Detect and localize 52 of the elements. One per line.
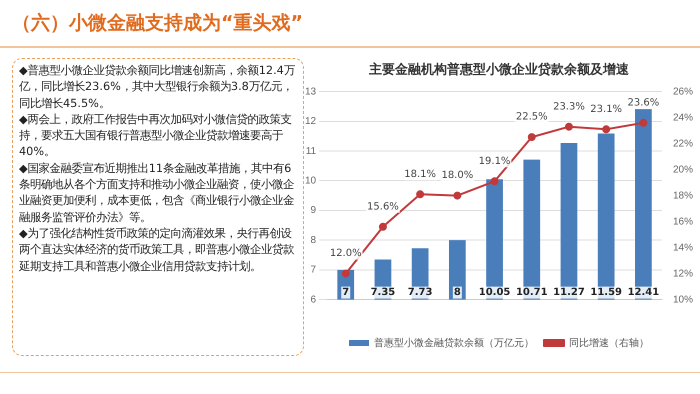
y-tick-label: 6 bbox=[310, 294, 317, 306]
y2-tick-label: 22% bbox=[672, 138, 694, 150]
data-label: 23.3% bbox=[553, 101, 585, 112]
text: （六）小微金融支持成为“重头戏” bbox=[12, 11, 303, 36]
legend-label: 普惠型小微金融贷款余额（万亿元） bbox=[374, 336, 534, 349]
y2-tick-label: 18% bbox=[672, 190, 694, 202]
data-label: 7.73 bbox=[408, 287, 433, 298]
y-tick-label: 11 bbox=[306, 146, 317, 157]
y2-tick-label: 16% bbox=[672, 216, 694, 228]
data-label: 22.5% bbox=[516, 112, 548, 123]
y2-tick-label: 24% bbox=[672, 112, 694, 124]
y2-tick-label: 26% bbox=[672, 86, 694, 98]
data-label: 19.1% bbox=[478, 156, 510, 167]
chart-title: 主要金融机构普惠型小微企业贷款余额及增速 bbox=[368, 61, 630, 76]
data-label: 8 bbox=[454, 287, 461, 298]
text: ◆国家金融委宣布近期推出11条金融改革措施，其中有6条明确地从各个方面支持和推动小微企业融资，使小微企业融资更加便利，成本更低，包含《商业银行小微企业金融服务监管评价办法》等。 bbox=[19, 160, 295, 226]
y-tick-label: 7 bbox=[310, 264, 317, 276]
text: ◆为了强化结构性货币政策的定向滴灌效果，央行再创设两个直达实体经济的货币政策工具，即普惠小微企业贷款延期支持工具和普惠小微企业信用贷款支持计划。 bbox=[19, 226, 295, 275]
data-label: 18.0% bbox=[441, 170, 474, 182]
point bbox=[453, 192, 462, 200]
y-tick-label: 12 bbox=[305, 116, 317, 128]
data-label: 23.1% bbox=[590, 104, 622, 115]
point bbox=[378, 222, 387, 231]
point bbox=[342, 270, 350, 278]
point bbox=[639, 118, 648, 127]
point bbox=[416, 190, 424, 198]
point bbox=[528, 133, 536, 142]
legend-label: 同比增速（右轴） bbox=[569, 336, 649, 349]
data-label: 7 bbox=[342, 287, 350, 298]
data-label: 15.6% bbox=[367, 201, 399, 212]
data-label: 18.1% bbox=[404, 168, 436, 180]
data-label: 12.0% bbox=[330, 248, 362, 260]
y-tick-label: 9 bbox=[310, 205, 317, 216]
point bbox=[602, 125, 610, 134]
data-label: 12.41 bbox=[628, 287, 660, 298]
y-tick-label: 10 bbox=[305, 175, 317, 186]
text: ◆两会上，政府工作报告中再次加码对小微信贷的政策支持，要求五大国有银行普惠型小微企业贷款增速要高于40%。 bbox=[19, 112, 293, 160]
point bbox=[490, 177, 499, 186]
point bbox=[564, 122, 573, 131]
y2-tick-label: 20% bbox=[672, 164, 694, 176]
text: ◆普惠型小微企业贷款余额同比增速创新高，余额12.4万亿，同比增长23.6%，其中大型银行余额为3.8万亿元，同比增长45.5%。 bbox=[19, 63, 296, 112]
data-label: 11.27 bbox=[553, 287, 585, 298]
y2-tick-label: 12% bbox=[672, 268, 694, 280]
y2-tick-label: 14% bbox=[672, 242, 694, 254]
data-label: 7.35 bbox=[370, 287, 396, 298]
data-label: 10.05 bbox=[478, 287, 510, 298]
data-label: 23.6% bbox=[627, 97, 660, 108]
data-label: 10.71 bbox=[516, 287, 548, 298]
y2-tick-label: 10% bbox=[672, 294, 694, 306]
data-label: 11.59 bbox=[590, 287, 622, 298]
y-tick-label: 13 bbox=[305, 86, 317, 98]
y-tick-label: 8 bbox=[310, 234, 317, 246]
